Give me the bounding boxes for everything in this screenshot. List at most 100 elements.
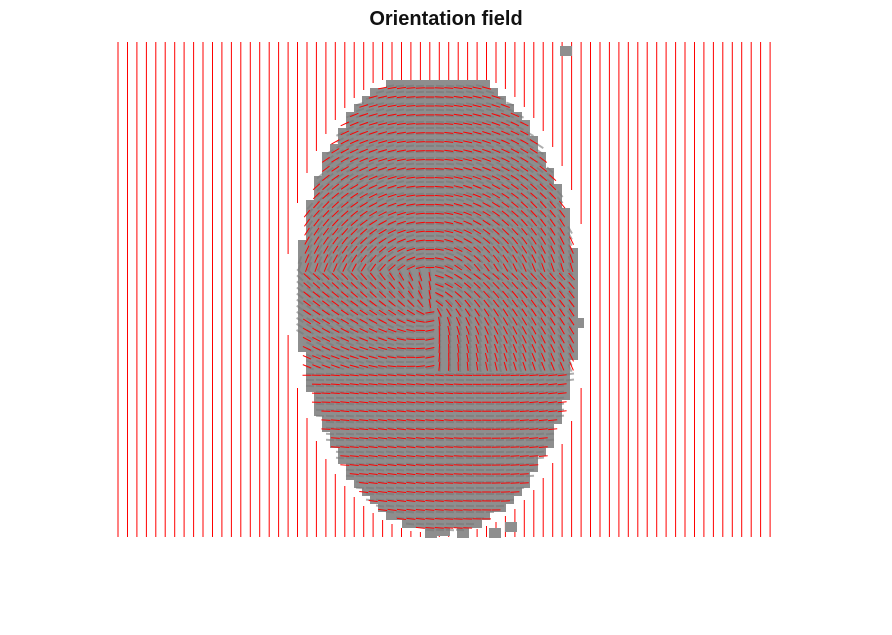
fingerprint-ridge xyxy=(375,438,385,442)
fingerprint-block xyxy=(546,200,554,208)
fingerprint-block xyxy=(482,168,490,176)
orientation-segment xyxy=(434,141,444,143)
fingerprint-ridge xyxy=(336,304,344,312)
fingerprint-block xyxy=(530,304,538,312)
orientation-segment xyxy=(396,517,407,520)
fingerprint-block xyxy=(354,200,362,208)
orientation-segment xyxy=(557,374,567,377)
fingerprint-block xyxy=(386,408,394,416)
fingerprint-block xyxy=(362,152,370,160)
orientation-segment xyxy=(568,290,575,299)
fingerprint-ridge xyxy=(526,172,534,180)
fingerprint-ridge xyxy=(326,310,334,318)
orientation-segment xyxy=(473,290,481,299)
fingerprint-ridge xyxy=(366,214,374,222)
fingerprint-ridge xyxy=(375,492,385,496)
fingerprint-ridge xyxy=(415,246,425,250)
orientation-segment xyxy=(359,383,369,386)
fingerprint-ridge xyxy=(335,372,345,376)
fingerprint-block xyxy=(370,440,378,448)
fingerprint-block xyxy=(562,256,570,264)
fingerprint-block xyxy=(482,464,490,472)
fingerprint-ridge xyxy=(346,310,354,318)
fingerprint-ridge xyxy=(475,161,485,167)
fingerprint-block xyxy=(442,328,450,336)
fingerprint-ridge xyxy=(385,444,395,448)
fingerprint-ridge xyxy=(477,327,483,337)
orientation-segment xyxy=(463,86,473,90)
fingerprint-block xyxy=(330,320,338,328)
fingerprint-ridge xyxy=(366,209,374,215)
fingerprint-ridge xyxy=(447,315,453,325)
orientation-segment xyxy=(349,410,359,413)
fingerprint-ridge xyxy=(316,268,324,276)
fingerprint-ridge xyxy=(415,384,425,388)
fingerprint-block xyxy=(530,440,538,448)
fingerprint-block xyxy=(330,168,338,176)
fingerprint-ridge xyxy=(445,180,455,184)
fingerprint-block xyxy=(402,120,410,128)
fingerprint-ridge xyxy=(535,444,545,448)
orientation-segment xyxy=(503,343,508,353)
fingerprint-ridge xyxy=(335,414,345,418)
fingerprint-ridge xyxy=(425,396,435,400)
orientation-segment xyxy=(387,365,397,368)
orientation-segment xyxy=(473,255,481,262)
fingerprint-ridge xyxy=(365,498,375,502)
orientation-segment xyxy=(378,491,388,493)
fingerprint-ridge xyxy=(415,408,425,412)
fingerprint-ridge xyxy=(506,298,514,306)
fingerprint-ridge xyxy=(385,456,395,460)
fingerprint-ridge xyxy=(535,402,545,406)
fingerprint-ridge xyxy=(425,450,435,454)
fingerprint-ridge xyxy=(516,238,524,246)
fingerprint-ridge xyxy=(365,492,375,496)
fingerprint-ridge xyxy=(556,268,564,276)
fingerprint-ridge xyxy=(566,310,574,318)
orientation-segment xyxy=(396,473,407,476)
fingerprint-ridge xyxy=(395,180,405,184)
fingerprint-block xyxy=(522,344,530,352)
fingerprint-ridge xyxy=(445,198,455,202)
fingerprint-block xyxy=(522,168,530,176)
fingerprint-ridge xyxy=(497,327,503,337)
fingerprint-ridge xyxy=(496,208,504,216)
fingerprint-ridge xyxy=(296,298,304,306)
fingerprint-ridge xyxy=(365,480,375,484)
fingerprint-ridge xyxy=(385,498,395,502)
fingerprint-block xyxy=(410,176,418,184)
fingerprint-block xyxy=(426,456,434,464)
fingerprint-block xyxy=(458,224,466,232)
fingerprint-ridge xyxy=(415,378,425,382)
orientation-segment xyxy=(559,308,566,317)
orientation-segment xyxy=(370,263,377,272)
orientation-segment xyxy=(472,158,482,162)
fingerprint-block xyxy=(402,96,410,104)
fingerprint-ridge xyxy=(475,209,485,215)
fingerprint-ridge xyxy=(395,474,405,478)
orientation-segment xyxy=(463,273,472,280)
fingerprint-ridge xyxy=(486,256,494,264)
orientation-segment xyxy=(331,291,340,298)
fingerprint-block xyxy=(362,200,370,208)
orientation-segment xyxy=(350,192,359,199)
fingerprint-ridge xyxy=(395,132,405,136)
fingerprint-block xyxy=(442,216,450,224)
fingerprint-ridge xyxy=(395,480,405,484)
fingerprint-ridge xyxy=(365,323,375,329)
fingerprint-ridge xyxy=(435,275,445,281)
fingerprint-ridge xyxy=(535,390,545,394)
fingerprint-ridge xyxy=(516,161,524,167)
fingerprint-block xyxy=(434,480,442,488)
fingerprint-block xyxy=(530,144,538,152)
orientation-segment xyxy=(434,168,444,170)
fingerprint-block xyxy=(482,312,490,320)
fingerprint-block xyxy=(402,168,410,176)
orientation-segment xyxy=(359,201,368,208)
fingerprint-ridge xyxy=(566,304,574,312)
fingerprint-ridge xyxy=(497,262,503,270)
fingerprint-ridge xyxy=(535,378,545,382)
fingerprint-block xyxy=(330,224,338,232)
orientation-segment xyxy=(531,326,537,335)
orientation-segment xyxy=(406,491,416,493)
